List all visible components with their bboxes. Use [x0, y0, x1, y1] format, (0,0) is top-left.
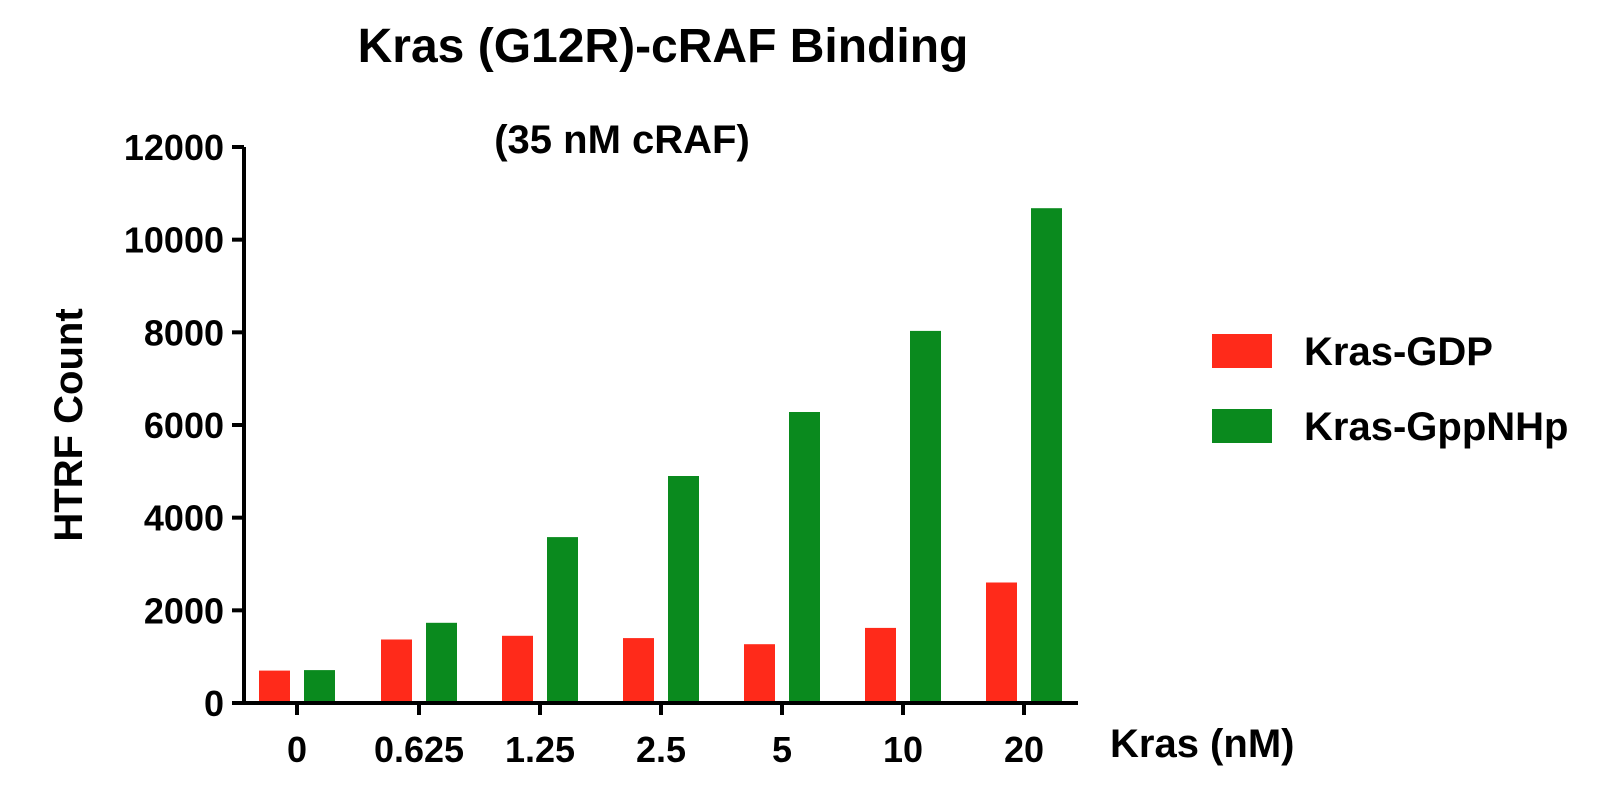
y-tick-label-6000: 6000: [144, 405, 224, 446]
x-tick-label-0: 0: [287, 729, 307, 770]
y-tick-label-12000: 12000: [124, 127, 224, 168]
bar-kras-gdp-20: [986, 582, 1017, 703]
bar-kras-gdp-0: [259, 670, 290, 703]
legend: Kras-GDP Kras-GppNHp: [1212, 330, 1568, 449]
x-axis-ticks: 0 0.625 1.25 2.5 5 10 20: [287, 703, 1044, 770]
x-tick-label-2.5: 2.5: [636, 729, 686, 770]
legend-label-kras-gdp: Kras-GDP: [1304, 330, 1493, 374]
bar-kras-gppnhp-20: [1031, 208, 1062, 703]
bar-kras-gppnhp-1.25: [547, 537, 578, 703]
bar-kras-gdp-0.625: [381, 639, 412, 703]
x-tick-label-10: 10: [883, 729, 923, 770]
bar-kras-gppnhp-0.625: [426, 622, 457, 703]
bar-kras-gdp-10: [865, 627, 896, 703]
bar-kras-gppnhp-0: [304, 670, 335, 703]
x-axis-title: Kras (nM): [1110, 722, 1294, 766]
legend-label-kras-gppnhp: Kras-GppNHp: [1304, 405, 1568, 449]
bar-kras-gppnhp-2.5: [668, 476, 699, 703]
y-tick-label-8000: 8000: [144, 312, 224, 353]
bar-kras-gdp-5: [744, 644, 775, 703]
y-tick-label-2000: 2000: [144, 590, 224, 631]
y-axis-ticks: 0 2000 4000 6000 8000 10000 12000: [124, 127, 244, 724]
y-tick-label-0: 0: [204, 683, 224, 724]
x-tick-label-20: 20: [1004, 729, 1044, 770]
bar-kras-gdp-1.25: [502, 635, 533, 703]
y-tick-label-4000: 4000: [144, 498, 224, 539]
chart-title: Kras (G12R)-cRAF Binding: [358, 20, 969, 73]
legend-swatch-kras-gdp: [1212, 334, 1272, 368]
chart-subtitle: (35 nM cRAF): [494, 118, 750, 162]
legend-swatch-kras-gppnhp: [1212, 409, 1272, 443]
bar-kras-gdp-2.5: [623, 638, 654, 703]
x-tick-label-5: 5: [772, 729, 792, 770]
bars-group: [259, 208, 1062, 703]
bar-kras-gppnhp-10: [910, 330, 941, 703]
x-tick-label-1.25: 1.25: [505, 729, 575, 770]
y-axis-title: HTRF Count: [47, 308, 91, 541]
x-tick-label-0.625: 0.625: [374, 729, 464, 770]
y-tick-label-10000: 10000: [124, 220, 224, 261]
bar-kras-gppnhp-5: [789, 412, 820, 703]
